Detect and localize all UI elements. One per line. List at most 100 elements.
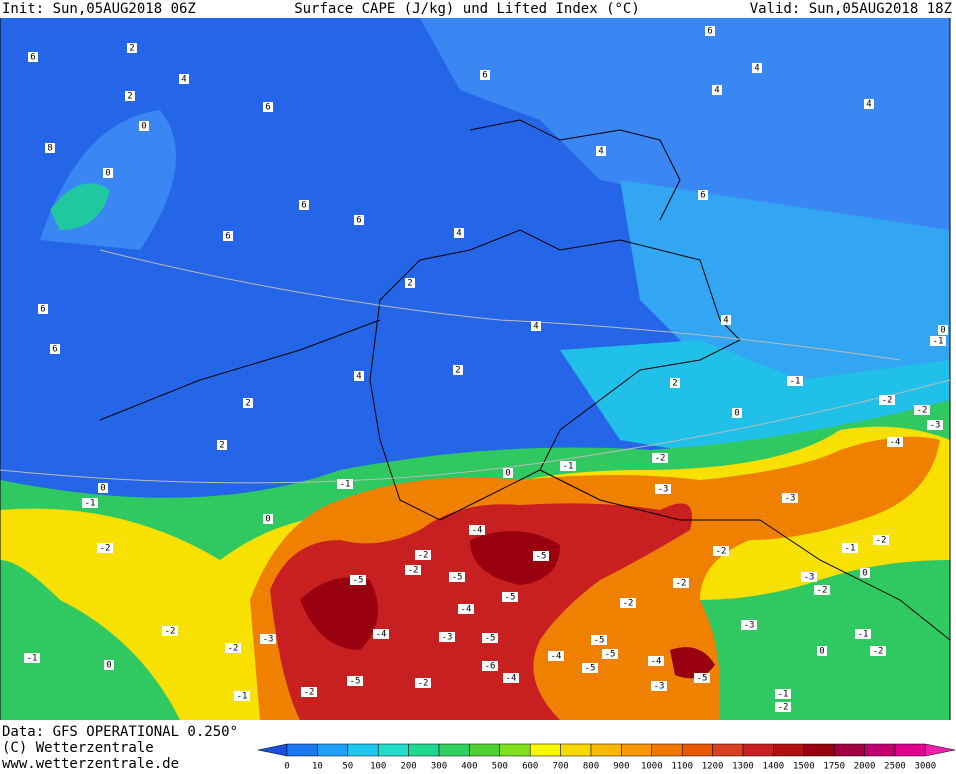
contour-label-box bbox=[405, 565, 421, 575]
contour-label: 0 bbox=[106, 661, 111, 671]
colorbar-label: 1500 bbox=[793, 762, 815, 771]
colorbar-label: 400 bbox=[461, 762, 477, 771]
contour-label-box bbox=[752, 63, 762, 73]
colorbar-label: 1400 bbox=[763, 762, 785, 771]
contour-label-box bbox=[801, 572, 817, 582]
contour-label: -2 bbox=[100, 544, 111, 554]
colorbar-label: 900 bbox=[613, 762, 629, 771]
colorbar-segment bbox=[742, 743, 774, 757]
contour-label-box bbox=[698, 190, 708, 200]
contour-label-box bbox=[673, 578, 689, 588]
contour-label: 2 bbox=[245, 399, 250, 409]
colorbar-label: 1000 bbox=[641, 762, 663, 771]
colorbar-segment bbox=[894, 743, 926, 757]
contour-label: 6 bbox=[30, 53, 35, 63]
contour-label: -3 bbox=[785, 494, 796, 504]
contour-label-box bbox=[705, 26, 715, 36]
contour-label: 0 bbox=[862, 569, 867, 579]
colorbar-label: 2000 bbox=[854, 762, 876, 771]
contour-label-box bbox=[263, 514, 273, 524]
contour-label: 2 bbox=[407, 279, 412, 289]
colorbar-segment bbox=[529, 743, 561, 757]
contour-label-box bbox=[453, 365, 463, 375]
contour-label-box bbox=[125, 91, 135, 101]
contour-label: -5 bbox=[697, 674, 708, 684]
contour-label: 0 bbox=[819, 647, 824, 657]
contour-label-box bbox=[655, 484, 671, 494]
contour-label: -2 bbox=[655, 454, 666, 464]
contour-label-box bbox=[591, 635, 607, 645]
colorbar-segment bbox=[408, 743, 440, 757]
contour-label-box bbox=[670, 378, 680, 388]
colorbar-segment bbox=[864, 743, 896, 757]
contour-label: -3 bbox=[658, 485, 669, 495]
colorbar-label: 1100 bbox=[671, 762, 693, 771]
contour-label-box bbox=[548, 651, 564, 661]
colorbar-segment bbox=[469, 743, 501, 757]
colorbar-label: 700 bbox=[552, 762, 568, 771]
colorbar-label: 10 bbox=[312, 762, 323, 771]
contour-label-box bbox=[373, 629, 389, 639]
contour-label: -1 bbox=[790, 377, 801, 387]
contour-label: 4 bbox=[533, 322, 538, 332]
colorbar-arrow bbox=[257, 743, 288, 757]
contour-label: -2 bbox=[228, 644, 239, 654]
colorbar-label: 800 bbox=[583, 762, 599, 771]
contour-label-box bbox=[927, 420, 943, 430]
contour-label-box bbox=[782, 493, 798, 503]
contour-label: -4 bbox=[472, 526, 483, 536]
colorbar-segment bbox=[347, 743, 379, 757]
contour-label-box bbox=[234, 691, 250, 701]
contour-label-box bbox=[787, 376, 803, 386]
contour-label: -2 bbox=[676, 579, 687, 589]
contour-label-box bbox=[503, 673, 519, 683]
contour-label: 0 bbox=[105, 169, 110, 179]
valid-time: Valid: Sun,05AUG2018 18Z bbox=[750, 1, 952, 17]
contour-label-box bbox=[503, 468, 513, 478]
contour-label: -3 bbox=[442, 633, 453, 643]
colorbar-segment bbox=[651, 743, 683, 757]
contour-label-box bbox=[260, 634, 276, 644]
colorbar-label: 1300 bbox=[732, 762, 754, 771]
contour-label: -5 bbox=[505, 593, 516, 603]
colorbar-segment bbox=[499, 743, 531, 757]
contour-label: 0 bbox=[100, 484, 105, 494]
contour-label-box bbox=[870, 646, 886, 656]
data-source: Data: GFS OPERATIONAL 0.250° bbox=[2, 724, 238, 740]
contour-label: -5 bbox=[350, 677, 361, 687]
contour-label-box bbox=[179, 74, 189, 84]
contour-label: -1 bbox=[237, 692, 248, 702]
contour-label-box bbox=[225, 643, 241, 653]
contour-label: -2 bbox=[623, 599, 634, 609]
contour-label-box bbox=[82, 498, 98, 508]
contour-label: 4 bbox=[598, 147, 603, 157]
contour-label: 6 bbox=[356, 216, 361, 226]
contour-label-box bbox=[405, 278, 415, 288]
contour-label: -2 bbox=[418, 679, 429, 689]
contour-label-box bbox=[439, 632, 455, 642]
contour-label-box bbox=[162, 626, 178, 636]
contour-label: -4 bbox=[506, 674, 517, 684]
contour-label: 6 bbox=[707, 27, 712, 37]
contour-label-box bbox=[533, 551, 549, 561]
contour-label-box bbox=[449, 572, 465, 582]
contour-label: 2 bbox=[127, 92, 132, 102]
contour-label: -1 bbox=[340, 480, 351, 490]
contour-label-box bbox=[648, 656, 664, 666]
contour-label: -2 bbox=[408, 566, 419, 576]
contour-label: 4 bbox=[723, 316, 728, 326]
contour-label-box bbox=[454, 228, 464, 238]
contour-label: 6 bbox=[225, 232, 230, 242]
contour-label-box bbox=[104, 660, 114, 670]
contour-label-box bbox=[469, 525, 485, 535]
contour-label-box bbox=[223, 231, 233, 241]
contour-label: 2 bbox=[129, 44, 134, 54]
contour-label: -3 bbox=[654, 682, 665, 692]
contour-label-box bbox=[28, 52, 38, 62]
contour-label: -1 bbox=[933, 337, 944, 347]
init-time: Init: Sun,05AUG2018 06Z bbox=[2, 1, 196, 17]
contour-label-box bbox=[127, 43, 137, 53]
colorbar-label: 0 bbox=[284, 762, 289, 771]
contour-label: 4 bbox=[356, 372, 361, 382]
